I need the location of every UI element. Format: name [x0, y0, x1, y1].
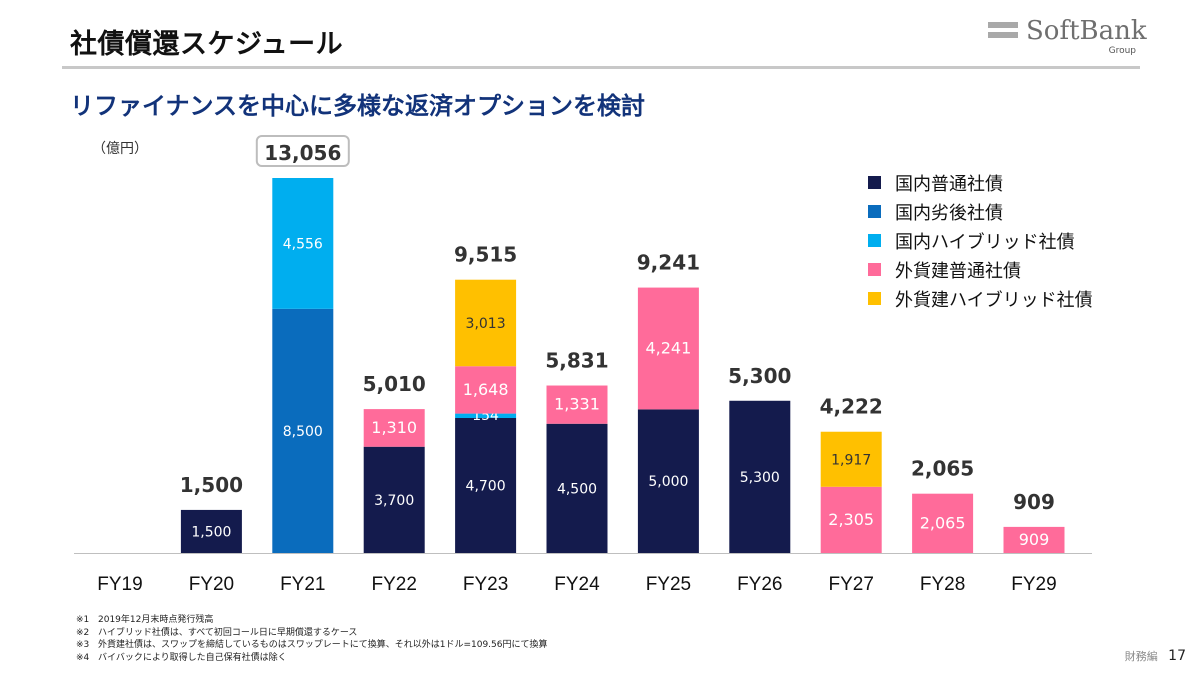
section-label: 財務編 — [1124, 650, 1158, 663]
legend-label: 国内普通社債 — [895, 173, 1003, 195]
legend-label: 国内ハイブリッド社債 — [895, 231, 1075, 253]
segment-label: 1,331 — [554, 395, 600, 414]
bar-segment — [180, 509, 242, 553]
segment-label: 8,500 — [283, 424, 323, 440]
logo-sub: Group — [1108, 46, 1136, 56]
segment-label: 1,310 — [371, 418, 417, 437]
segment-label: 2,065 — [920, 513, 966, 532]
total-label: 4,222 — [820, 395, 883, 419]
bar-segment — [363, 446, 425, 553]
x-tick-label: FY26 — [737, 574, 782, 595]
segment-label: 4,500 — [557, 481, 597, 497]
page-number: 17 — [1168, 648, 1186, 664]
footnote: ※3 外貨建社債は、スワップを締結しているものはスワップレートにて換算、それ以外は… — [76, 640, 548, 650]
bar-segment — [455, 279, 517, 367]
bar-segment — [637, 287, 699, 410]
x-tick-label: FY21 — [280, 574, 325, 595]
bar-segment — [637, 409, 699, 553]
x-tick-label: FY23 — [463, 574, 508, 595]
segment-label: 1,500 — [191, 524, 231, 540]
segment-label: 2,305 — [828, 510, 874, 529]
total-label: 9,241 — [637, 251, 700, 275]
bar-segment — [363, 409, 425, 447]
page-subtitle: リファイナンスを中心に多様な返済オプションを検討 — [70, 92, 646, 120]
total-label: 13,056 — [264, 141, 341, 165]
total-label: 5,300 — [728, 364, 791, 388]
bar-segment — [546, 423, 608, 553]
footnote: ※2 ハイブリッド社債は、すべて初回コール日に早期償還するケース — [76, 627, 358, 638]
legend-item: 国内ハイブリッド社債 — [868, 226, 1093, 255]
total-label: 2,065 — [911, 457, 974, 481]
legend-swatch — [868, 205, 881, 218]
segment-label: 909 — [1019, 530, 1050, 549]
x-tick-label: FY25 — [646, 574, 691, 595]
softbank-logo: SoftBank Group — [988, 16, 1147, 58]
legend-label: 外貨建普通社債 — [895, 260, 1021, 282]
segment-label: 4,556 — [283, 236, 323, 252]
total-label: 5,831 — [545, 349, 608, 373]
bar-segment — [820, 486, 882, 553]
segment-label: 3,013 — [466, 316, 506, 332]
bar-segment — [455, 413, 517, 419]
legend-swatch — [868, 263, 881, 276]
legend-label: 国内劣後社債 — [895, 202, 1003, 224]
legend-label: 外貨建ハイブリッド社債 — [895, 289, 1093, 311]
x-tick-label: FY22 — [371, 574, 416, 595]
logo-name: SoftBank — [1026, 16, 1147, 46]
legend-item: 外貨建普通社債 — [868, 255, 1093, 284]
segment-label: 4,700 — [466, 479, 506, 495]
segment-label: 3,700 — [374, 493, 414, 509]
logo-bars-icon — [988, 22, 1018, 42]
title-divider — [62, 66, 1140, 69]
bar-segment — [820, 431, 882, 487]
bar-segment — [272, 178, 334, 309]
segment-label: 4,241 — [645, 338, 691, 357]
total-label: 909 — [1013, 490, 1055, 514]
segment-label: 5,000 — [648, 474, 688, 490]
footnote: ※4 バイバックにより取得した自己保有社債は除く — [76, 652, 287, 663]
unit-label: （億円） — [92, 141, 148, 157]
chart-legend: 国内普通社債 国内劣後社債 国内ハイブリッド社債 外貨建普通社債 外貨建ハイブリ… — [868, 168, 1093, 313]
total-highlight-box — [255, 135, 350, 167]
legend-item: 外貨建ハイブリッド社債 — [868, 284, 1093, 313]
legend-swatch — [868, 234, 881, 247]
legend-swatch — [868, 292, 881, 305]
x-tick-label: FY28 — [920, 574, 965, 595]
bar-segment — [1003, 526, 1065, 553]
segment-label: 5,300 — [740, 470, 780, 486]
total-label: 1,500 — [180, 473, 243, 497]
x-tick-label: FY19 — [97, 574, 142, 595]
x-tick-label: FY24 — [554, 574, 600, 595]
bar-segment — [455, 366, 517, 414]
x-tick-label: FY27 — [828, 574, 873, 595]
legend-item: 国内普通社債 — [868, 168, 1093, 197]
x-tick-label: FY29 — [1011, 574, 1056, 595]
footnote: ※1 2019年12月末時点発行残高 — [76, 615, 214, 625]
total-label: 9,515 — [454, 243, 517, 267]
bar-segment — [729, 400, 791, 553]
legend-swatch — [868, 176, 881, 189]
segment-label: 1,648 — [463, 380, 509, 399]
page-footer: 財務編 17 — [1125, 648, 1186, 664]
bar-segment — [912, 493, 974, 553]
legend-item: 国内劣後社債 — [868, 197, 1093, 226]
bar-segment — [272, 308, 334, 553]
segment-label: 1,917 — [831, 452, 871, 468]
bar-segment — [455, 418, 517, 553]
x-tick-label: FY20 — [189, 574, 234, 595]
total-label: 5,010 — [363, 372, 426, 396]
bar-segment — [546, 385, 608, 424]
footnotes: ※1 2019年12月末時点発行残高 ※2 ハイブリッド社債は、すべて初回コール日に… — [76, 614, 548, 664]
page-title: 社債償還スケジュール — [70, 29, 344, 60]
